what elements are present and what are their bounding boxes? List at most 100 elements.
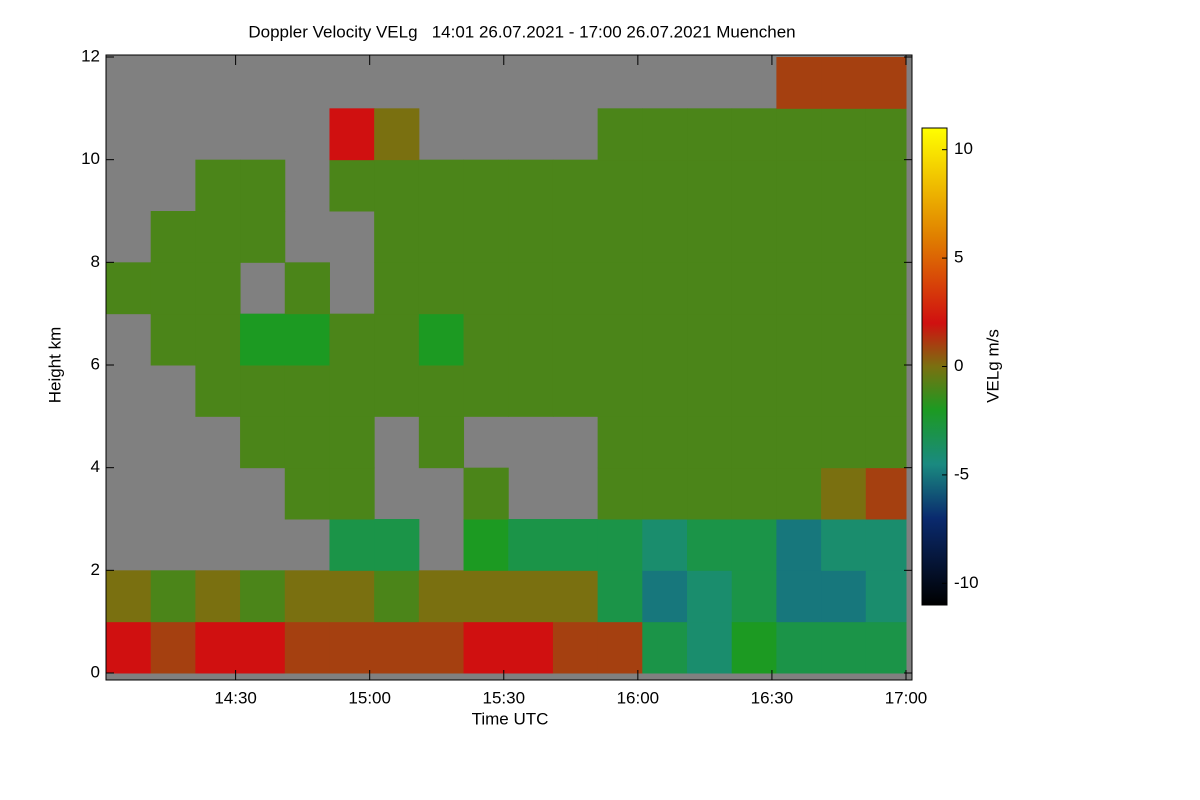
colorbar-tick-label: -10 xyxy=(954,573,979,592)
heatmap-cell xyxy=(597,365,643,417)
heatmap-cell xyxy=(195,365,241,417)
heatmap-cell xyxy=(821,211,867,263)
heatmap-cell xyxy=(284,365,330,417)
heatmap-cell xyxy=(284,262,330,315)
heatmap-cell xyxy=(374,570,420,623)
heatmap-cell xyxy=(329,365,375,417)
heatmap-cell xyxy=(552,519,599,571)
heatmap-cell xyxy=(642,519,688,571)
heatmap-cell xyxy=(687,262,733,315)
heatmap-cell xyxy=(597,262,643,315)
heatmap-cell xyxy=(418,262,465,315)
heatmap-cell xyxy=(731,416,777,469)
y-tick-label: 8 xyxy=(91,252,100,271)
heatmap-cell xyxy=(195,262,241,315)
heatmap-cell xyxy=(463,313,509,366)
heatmap-cell xyxy=(240,365,286,417)
colorbar-tick-label: 0 xyxy=(954,356,963,375)
heatmap-cell xyxy=(106,570,152,623)
heatmap-cell xyxy=(195,313,241,366)
heatmap-cell xyxy=(687,313,733,366)
heatmap-cell xyxy=(731,467,777,520)
heatmap-cell xyxy=(865,108,907,161)
heatmap-cell xyxy=(687,519,733,571)
heatmap-cell xyxy=(240,211,286,263)
heatmap-cell xyxy=(418,365,465,417)
heatmap-cell xyxy=(329,416,375,469)
heatmap-cell xyxy=(374,159,420,212)
heatmap-cell xyxy=(776,416,822,469)
heatmap-cell xyxy=(374,262,420,315)
heatmap-cell xyxy=(463,262,509,315)
heatmap-cell xyxy=(597,211,643,263)
heatmap-cell xyxy=(731,519,777,571)
heatmap-cell xyxy=(731,262,777,315)
x-tick-label: 16:30 xyxy=(751,688,794,707)
heatmap-cell xyxy=(463,211,509,263)
heatmap-cell xyxy=(776,57,822,109)
heatmap-cell xyxy=(821,519,867,571)
heatmap-cell xyxy=(418,621,465,674)
heatmap-cell xyxy=(240,159,286,212)
heatmap-cell xyxy=(865,570,907,623)
heatmap-cell xyxy=(240,313,286,366)
heatmap-cell xyxy=(418,570,465,623)
y-tick-label: 10 xyxy=(81,149,100,168)
heatmap-cell xyxy=(552,211,599,263)
colorbar-label: VELg m/s xyxy=(983,329,1002,403)
heatmap-cell xyxy=(865,57,907,109)
heatmap-cell xyxy=(329,621,375,674)
heatmap-cell xyxy=(150,262,196,315)
x-tick-label: 15:30 xyxy=(482,688,525,707)
heatmap-cell xyxy=(463,570,509,623)
heatmap-cell xyxy=(865,159,907,212)
heatmap-cell xyxy=(329,313,375,366)
y-axis-label: Height km xyxy=(45,327,64,404)
heatmap-cell xyxy=(642,108,688,161)
y-tick-label: 2 xyxy=(91,560,100,579)
heatmap-cell xyxy=(418,211,465,263)
heatmap-cell xyxy=(329,467,375,520)
x-tick-label: 15:00 xyxy=(348,688,391,707)
heatmap-cell xyxy=(597,519,643,571)
heatmap-cell xyxy=(821,108,867,161)
heatmap-cell xyxy=(329,519,375,571)
heatmap-cell xyxy=(552,365,599,417)
heatmap-cell xyxy=(552,262,599,315)
heatmap-cell xyxy=(642,416,688,469)
heatmap-cell xyxy=(597,570,643,623)
x-axis-label: Time UTC xyxy=(472,709,549,728)
heatmap-cell xyxy=(687,621,733,674)
heatmap-cell xyxy=(776,211,822,263)
heatmap-cell xyxy=(240,570,286,623)
heatmap-cell xyxy=(418,416,465,469)
heatmap-cell xyxy=(776,262,822,315)
heatmap-cell xyxy=(821,313,867,366)
heatmap-cell xyxy=(731,159,777,212)
heatmap-cell xyxy=(552,570,599,623)
heatmap-cell xyxy=(642,467,688,520)
heatmap-cell xyxy=(821,416,867,469)
heatmap-cell xyxy=(106,621,152,674)
heatmap-cell xyxy=(508,262,554,315)
heatmap-cell xyxy=(865,211,907,263)
heatmap-cell xyxy=(687,416,733,469)
heatmap-cell xyxy=(731,108,777,161)
heatmap-cell xyxy=(687,570,733,623)
heatmap-cell xyxy=(329,108,375,161)
heatmap-cell xyxy=(508,211,554,263)
heatmap-cell xyxy=(240,621,286,674)
heatmap-cell xyxy=(106,262,152,315)
heatmap-cell xyxy=(597,159,643,212)
heatmap-cell xyxy=(195,621,241,674)
x-tick-label: 17:00 xyxy=(885,688,928,707)
chart-title: Doppler Velocity VELg 14:01 26.07.2021 -… xyxy=(248,22,795,41)
heatmap-cell xyxy=(508,621,554,674)
heatmap-cell xyxy=(865,262,907,315)
heatmap-cell xyxy=(776,313,822,366)
heatmap-cell xyxy=(150,570,196,623)
heatmap-cell xyxy=(776,621,822,674)
heatmap-cell xyxy=(687,211,733,263)
colorbar-tick-label: 10 xyxy=(954,139,973,158)
